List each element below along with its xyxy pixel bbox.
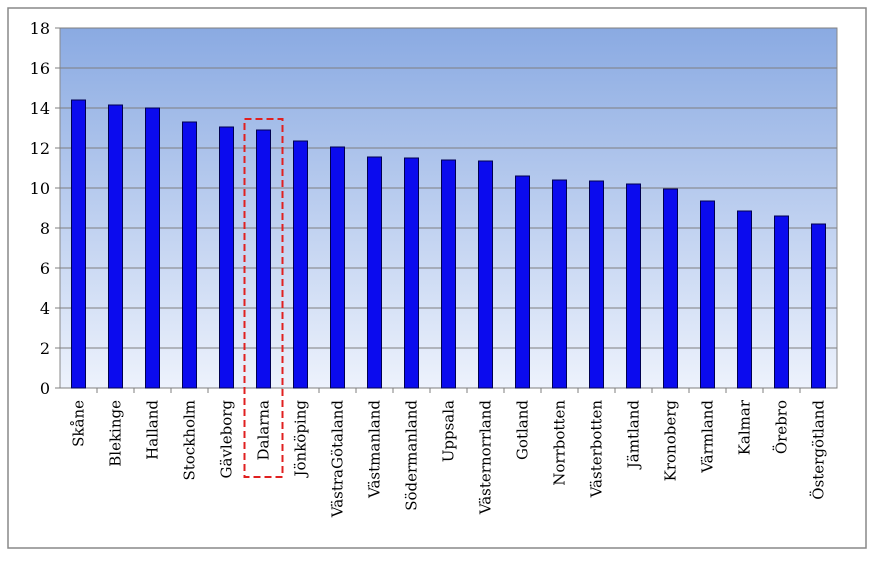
x-axis-ticks: Skåne Blekinge Halland Stockholm Gävleborg Da… xyxy=(70,388,828,518)
x-tick-label: Dalarna xyxy=(255,400,273,461)
bar-stockholm xyxy=(182,121,197,389)
bar-gävleborg xyxy=(219,126,234,389)
bar-södermanland xyxy=(404,157,419,389)
x-tick-label: Stockholm xyxy=(181,400,199,481)
bar-uppsala xyxy=(441,159,456,389)
x-tick-label: Uppsala xyxy=(440,400,458,462)
y-tick-label: 12 xyxy=(30,139,50,158)
x-tick-label: Blekinge xyxy=(107,400,125,467)
bar-västerbotten xyxy=(589,180,604,389)
y-axis-ticks: 0 2 4 6 8 10 12 14 16 18 xyxy=(30,19,60,398)
y-tick-label: 4 xyxy=(40,299,50,318)
bar-jönköping xyxy=(293,140,308,389)
bar-västragötaland xyxy=(330,146,345,389)
bar-norrbotten xyxy=(552,179,567,389)
bar-dalarna xyxy=(256,129,271,389)
x-tick-label: Västernorrland xyxy=(477,400,495,516)
bar-kalmar xyxy=(737,210,752,389)
y-tick-label: 0 xyxy=(40,379,50,398)
x-tick-label: Västerbotten xyxy=(588,400,606,499)
x-tick-label: Örebro xyxy=(773,400,791,454)
y-tick-label: 14 xyxy=(30,99,50,118)
x-tick-label: Gävleborg xyxy=(218,400,236,479)
x-tick-label: Gotland xyxy=(514,400,532,460)
bar-skåne xyxy=(71,99,86,389)
x-tick-label: Skåne xyxy=(70,400,88,447)
x-tick-label: Västmanland xyxy=(366,400,384,499)
x-tick-label: Jönköping xyxy=(292,400,310,479)
x-tick-label: Jämtland xyxy=(625,400,643,471)
bar-kronoberg xyxy=(663,188,678,389)
bars xyxy=(71,99,826,389)
bar-jämtland xyxy=(626,183,641,389)
x-tick-label: Värmland xyxy=(699,400,717,474)
bar-örebro xyxy=(774,215,789,389)
x-tick-label: Södermanland xyxy=(403,400,421,511)
bar-gotland xyxy=(515,175,530,389)
y-tick-label: 8 xyxy=(40,219,50,238)
bar-halland xyxy=(145,107,160,389)
bar-blekinge xyxy=(108,104,123,389)
bar-värmland xyxy=(700,200,715,389)
x-tick-label: Kronoberg xyxy=(662,400,680,482)
bar-västernorrland xyxy=(478,160,493,389)
y-tick-label: 2 xyxy=(40,339,50,358)
y-tick-label: 10 xyxy=(30,179,50,198)
y-tick-label: 18 xyxy=(30,19,50,38)
y-tick-label: 16 xyxy=(30,59,50,78)
bar-östergötland xyxy=(811,223,826,389)
x-tick-label: Kalmar xyxy=(736,399,754,455)
x-tick-label: VästraGötaland xyxy=(329,400,347,519)
x-tick-label: Norrbotten xyxy=(551,400,569,486)
y-tick-label: 6 xyxy=(40,259,50,278)
x-tick-label: Östergötland xyxy=(810,400,828,500)
x-tick-label: Halland xyxy=(144,400,162,460)
bar-västmanland xyxy=(367,156,382,389)
